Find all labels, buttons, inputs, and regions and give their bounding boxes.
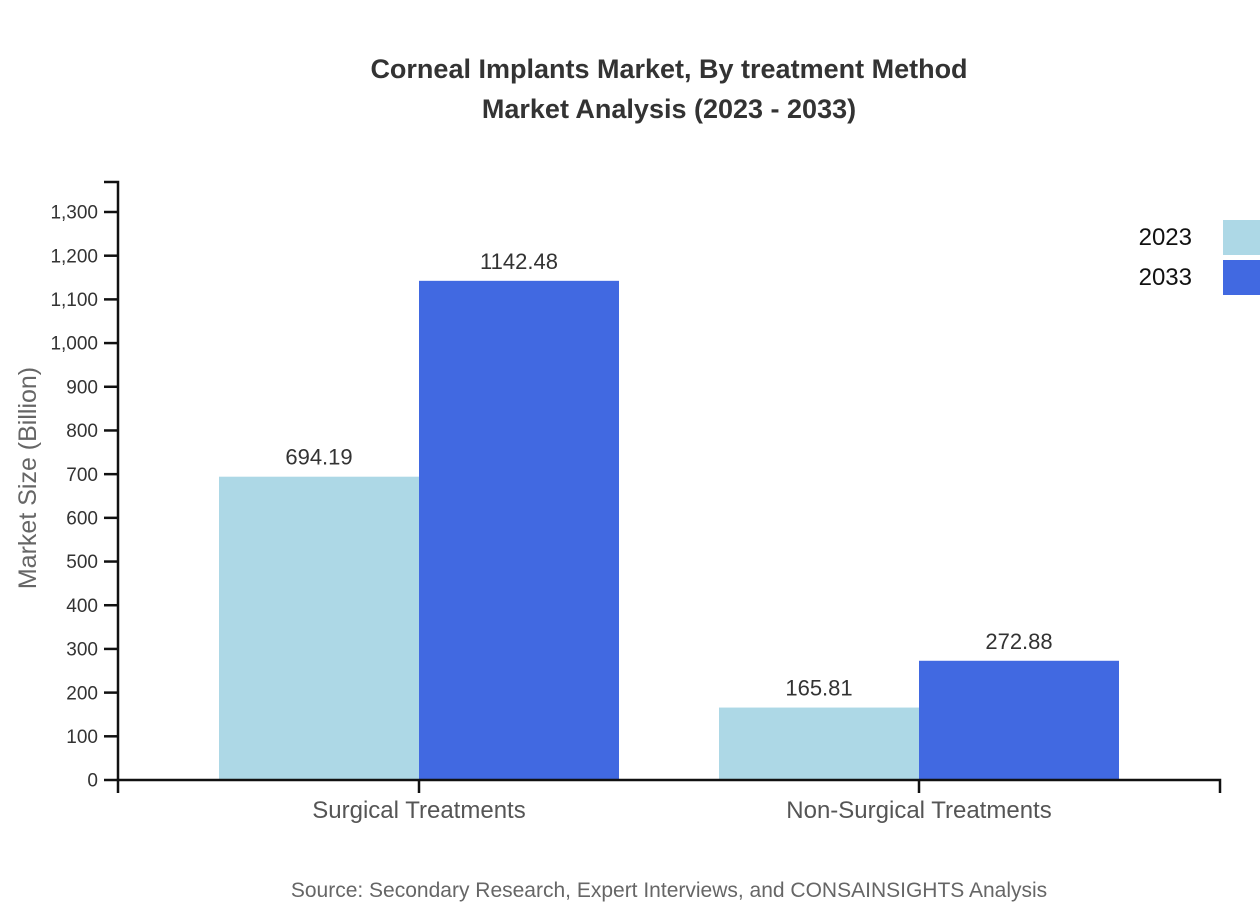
- y-axis-tick-label: 900: [66, 377, 98, 398]
- y-axis-tick-label: 700: [66, 465, 98, 486]
- y-axis-tick-label: 1,000: [50, 334, 98, 355]
- y-axis-tick-label: 200: [66, 683, 98, 704]
- x-axis-line: [116, 778, 1222, 793]
- source-note: Source: Secondary Research, Expert Inter…: [290, 879, 1048, 902]
- bar-value-label-2033-surgical-treatments: 1142.48: [480, 249, 558, 274]
- bar-2023-non-surgical-treatments: [719, 707, 919, 780]
- bar-2033-non-surgical-treatments: [919, 660, 1119, 780]
- x-axis-category-label-surgical-treatments: Surgical Treatments: [312, 797, 525, 824]
- legend-swatch-2033: [1223, 260, 1260, 295]
- legend-swatch-2023: [1223, 220, 1260, 255]
- bar-2033-surgical-treatments: [419, 280, 619, 780]
- bar-value-label-2023-surgical-treatments: 694.19: [285, 445, 352, 470]
- chart-title-line-1: Corneal Implants Market, By treatment Me…: [370, 54, 968, 84]
- y-axis-tick-label: 100: [66, 727, 98, 748]
- legend: 2023 2033: [1139, 220, 1260, 295]
- y-axis-tick-label: 1,200: [50, 246, 98, 267]
- bars-group: 694.19 165.81 1142.48 272.88: [219, 249, 1119, 780]
- bar-value-label-2023-non-surgical-treatments: 165.81: [785, 676, 852, 701]
- y-axis-tick-label: 300: [66, 640, 98, 661]
- legend-item-2023: 2023: [1139, 220, 1260, 255]
- y-axis-tick-label: 0: [87, 771, 98, 792]
- bar-2023-surgical-treatments: [219, 476, 419, 780]
- y-axis-tick-label: 1,100: [50, 290, 98, 311]
- bar-value-label-2033-non-surgical-treatments: 272.88: [985, 629, 1052, 654]
- axes-group: 0 100 200 300 400 500 600 700 800 900 1,000 1,100 1,…: [50, 180, 1222, 824]
- legend-label-2023: 2023: [1139, 224, 1192, 251]
- chart-title: Corneal Implants Market, By treatment Me…: [118, 49, 1220, 129]
- y-axis-tick-label: 500: [66, 552, 98, 573]
- y-axis-tick-label: 800: [66, 421, 98, 442]
- legend-item-2033: 2033: [1139, 260, 1260, 295]
- y-axis-tick-label: 1,300: [50, 203, 98, 224]
- y-axis-line: [104, 180, 120, 780]
- x-axis-category-label-non-surgical-treatments: Non-Surgical Treatments: [786, 797, 1051, 824]
- y-axis-title: Market Size (Billion): [14, 367, 42, 589]
- y-axis-tick-label: 400: [66, 596, 98, 617]
- y-axis-tick-label: 600: [66, 508, 98, 529]
- legend-label-2033: 2033: [1139, 264, 1192, 291]
- chart-title-line-2: Market Analysis (2023 - 2033): [481, 94, 857, 124]
